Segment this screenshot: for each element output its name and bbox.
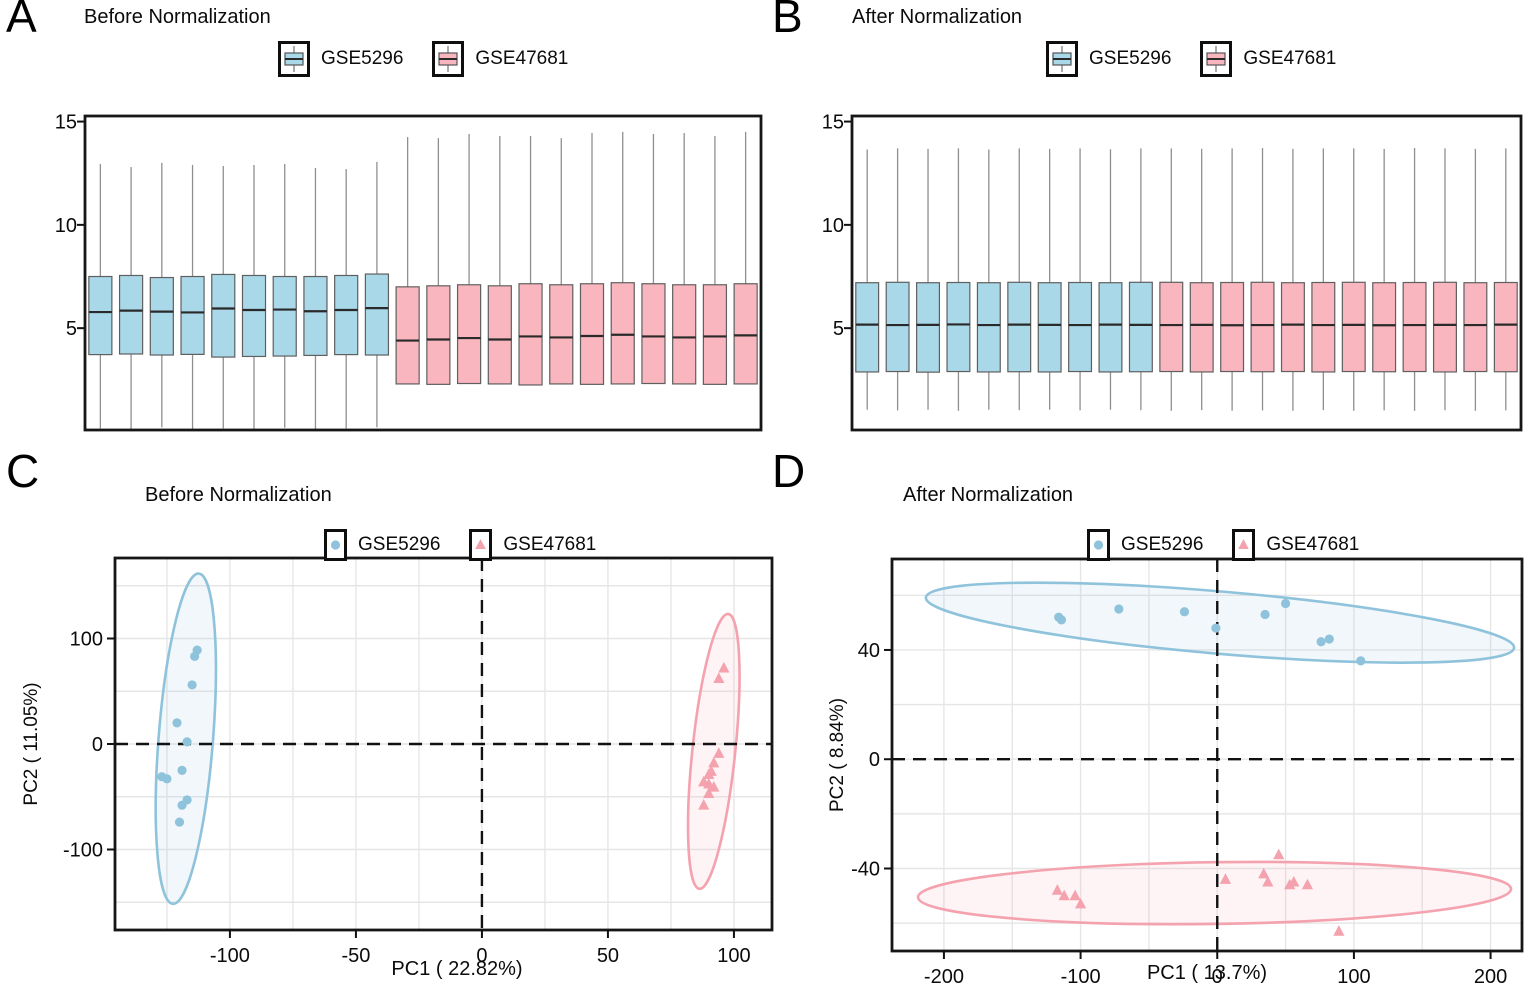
scatter-key-circle-icon xyxy=(1087,529,1110,561)
scatter-key-circle-icon xyxy=(324,529,347,561)
svg-text:50: 50 xyxy=(597,945,619,967)
legend-label-gse5296: GSE5296 xyxy=(1089,48,1172,69)
boxplot-key-blue-icon xyxy=(1046,41,1078,77)
svg-text:10: 10 xyxy=(822,215,844,237)
legend-label-gse47681: GSE47681 xyxy=(1243,48,1337,69)
panel-d-legend: GSE5296 GSE47681 xyxy=(1087,529,1359,561)
svg-text:100: 100 xyxy=(1337,966,1370,988)
panel-a-legend: GSE5296 GSE47681 xyxy=(278,41,568,77)
panel-c-title: Before Normalization xyxy=(145,484,332,506)
svg-text:-40: -40 xyxy=(851,859,880,881)
svg-text:5: 5 xyxy=(66,318,77,340)
panel-a-letter: A xyxy=(6,0,37,42)
svg-text:-50: -50 xyxy=(341,945,370,967)
panel-c-legend: GSE5296 GSE47681 xyxy=(324,529,596,561)
panel-b-legend: GSE5296 GSE47681 xyxy=(1046,41,1336,77)
panel-d-title: After Normalization xyxy=(903,484,1074,506)
boxplot-key-blue-icon xyxy=(278,41,310,77)
panel-d-x-axis-label: PC1 ( 13.7%) xyxy=(1146,962,1268,984)
svg-text:15: 15 xyxy=(55,112,77,134)
boxplot-key-pink-icon xyxy=(432,41,465,77)
svg-text:0: 0 xyxy=(92,734,103,756)
svg-text:0: 0 xyxy=(869,749,880,771)
svg-text:-100: -100 xyxy=(63,840,103,862)
panel-d-letter: D xyxy=(772,445,806,497)
svg-text:200: 200 xyxy=(1474,966,1507,988)
panel-b-title: After Normalization xyxy=(852,6,1023,28)
scatter-key-triangle-icon xyxy=(469,529,493,561)
svg-text:10: 10 xyxy=(55,215,77,237)
panel-b-letter: B xyxy=(772,0,803,42)
legend-label-gse47681: GSE47681 xyxy=(1266,534,1360,555)
svg-text:100: 100 xyxy=(70,628,103,650)
svg-text:0: 0 xyxy=(1212,966,1223,988)
legend-label-gse47681: GSE47681 xyxy=(503,534,597,555)
svg-text:40: 40 xyxy=(858,640,880,662)
scatter-key-triangle-icon xyxy=(1232,529,1256,561)
svg-text:-100: -100 xyxy=(1061,966,1101,988)
boxplot-key-pink-icon xyxy=(1200,41,1233,77)
svg-text:15: 15 xyxy=(822,112,844,134)
legend-label-gse5296: GSE5296 xyxy=(321,48,404,69)
panel-c-y-axis-label: PC2 ( 11.05%) xyxy=(21,682,42,806)
svg-text:5: 5 xyxy=(833,318,844,340)
svg-text:-200: -200 xyxy=(924,966,964,988)
panel-a-title: Before Normalization xyxy=(84,6,271,28)
panel-c-x-axis-label: PC1 ( 22.82%) xyxy=(391,958,523,980)
legend-label-gse5296: GSE5296 xyxy=(358,534,441,555)
svg-text:100: 100 xyxy=(717,945,750,967)
legend-label-gse5296: GSE5296 xyxy=(1121,534,1204,555)
panel-d-y-axis-label: PC2 ( 8.84%) xyxy=(827,697,848,813)
svg-text:-100: -100 xyxy=(210,945,250,967)
legend-label-gse47681: GSE47681 xyxy=(475,48,569,69)
svg-text:0: 0 xyxy=(476,945,487,967)
panel-c-letter: C xyxy=(6,445,40,497)
